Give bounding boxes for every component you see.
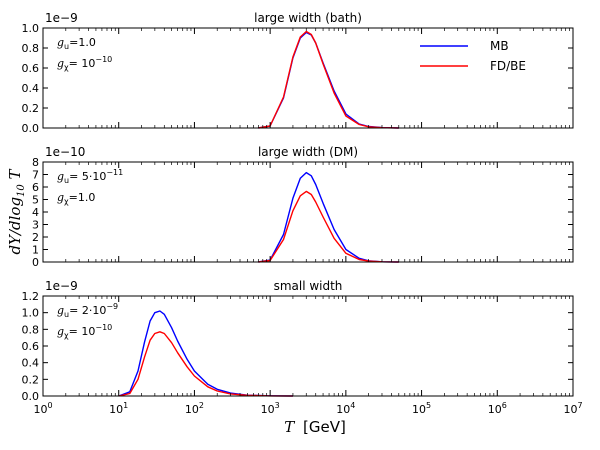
x-axis-label: T [GeV] [284, 418, 346, 436]
plots-layer: large width (bath) 1e−9 0.0 0.2 0.4 0.6 0.8 1.0… [22, 11, 583, 416]
y-tick-label: 0.6 [22, 340, 40, 353]
y-tick-label: 0.8 [22, 42, 40, 55]
y-tick-label: 0.6 [22, 62, 40, 75]
y-tick-label: 0.2 [22, 102, 40, 115]
legend-label: MB [490, 39, 509, 53]
parameter-annotation: gu= 5·10−11 [57, 168, 123, 185]
y-tick-label: 4 [32, 206, 39, 219]
panel-title: large width (bath) [254, 11, 362, 25]
axes-frame [42, 27, 574, 129]
x-tick-label: 101 [109, 401, 128, 416]
y-scale-label: 1e−9 [45, 279, 78, 293]
panel-1: large width (bath) 1e−9 0.0 0.2 0.4 0.6 0.8 1.0… [22, 11, 574, 135]
x-tick-label: 106 [488, 401, 507, 416]
x-axis-label-unit: [GeV] [303, 418, 346, 436]
series-fdbe-line [258, 30, 399, 129]
x-tick-label: 102 [185, 401, 204, 416]
y-tick-label: 3 [32, 219, 39, 232]
parameter-annotation: gu=1.0 [57, 36, 96, 51]
y-tick-label: 0.2 [22, 373, 40, 386]
parameter-annotation: gu= 2·10−9 [57, 302, 118, 319]
y-tick-label: 0.0 [22, 122, 40, 135]
x-tick-label: 104 [336, 401, 355, 416]
y-scale-label: 1e−9 [45, 11, 78, 25]
y-tick-label: 7 [32, 169, 39, 182]
x-tick-label: 100 [33, 401, 52, 416]
y-tick-label: 6 [32, 181, 39, 194]
x-tick-label: 105 [412, 401, 431, 416]
parameter-annotation: gχ=1.0 [57, 191, 95, 206]
x-tick-label: 103 [261, 401, 280, 416]
parameter-annotation: gχ= 10−10 [57, 55, 112, 72]
panel-3: small width 1e−9 0.0 0.2 0.4 0.6 0.8 1.0 1.2 gu= … [22, 279, 583, 416]
x-tick-label: 107 [563, 401, 582, 416]
y-tick-label: 0.8 [22, 323, 40, 336]
panel-title: small width [274, 279, 343, 293]
series-fdbe-line [258, 190, 399, 263]
legend: MB FD/BE [420, 39, 526, 73]
legend-label: FD/BE [490, 59, 526, 73]
y-tick-label: 0.0 [22, 390, 40, 403]
y-tick-label: 0.4 [22, 357, 40, 370]
y-tick-label: 1.0 [22, 307, 40, 320]
y-tick-label: 8 [32, 156, 39, 169]
y-tick-label: 0.4 [22, 82, 40, 95]
y-tick-label: 1 [32, 244, 39, 257]
y-tick-label: 1.0 [22, 22, 40, 35]
panel-title: large width (DM) [258, 145, 358, 159]
series-fdbe-line [118, 331, 293, 397]
y-tick-label: 0 [32, 256, 39, 269]
y-tick-label: 2 [32, 231, 39, 244]
y-tick-label: 5 [32, 194, 39, 207]
x-axis-label-symbol: T [284, 418, 295, 436]
y-scale-label: 1e−10 [45, 145, 85, 159]
y-axis-label: dY/dlog10 T [6, 168, 27, 254]
y-tick-label: 1.2 [22, 290, 40, 303]
parameter-annotation: gχ= 10−10 [57, 323, 112, 340]
